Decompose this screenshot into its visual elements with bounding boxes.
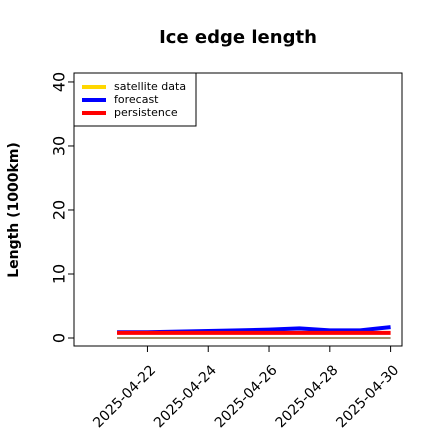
x-tick-label: 2025-04-24 (151, 362, 220, 431)
x-tick-label: 2025-04-26 (212, 362, 281, 431)
y-axis-label: Length (1000km) (6, 142, 22, 278)
y-tick-label: 10 (50, 264, 69, 284)
x-tick-label: 2025-04-28 (273, 362, 342, 431)
x-tick-label: 2025-04-22 (90, 362, 159, 431)
y-tick-label: 30 (50, 136, 69, 156)
legend-label: forecast (114, 93, 159, 106)
legend-label: satellite data (114, 80, 186, 93)
y-tick-label: 40 (50, 72, 69, 92)
chart-title: Ice edge length (159, 27, 317, 48)
y-tick-label: 0 (50, 333, 69, 343)
legend-label: persistence (114, 106, 178, 119)
x-tick-label: 2025-04-30 (333, 362, 402, 431)
y-tick-label: 20 (50, 200, 69, 220)
